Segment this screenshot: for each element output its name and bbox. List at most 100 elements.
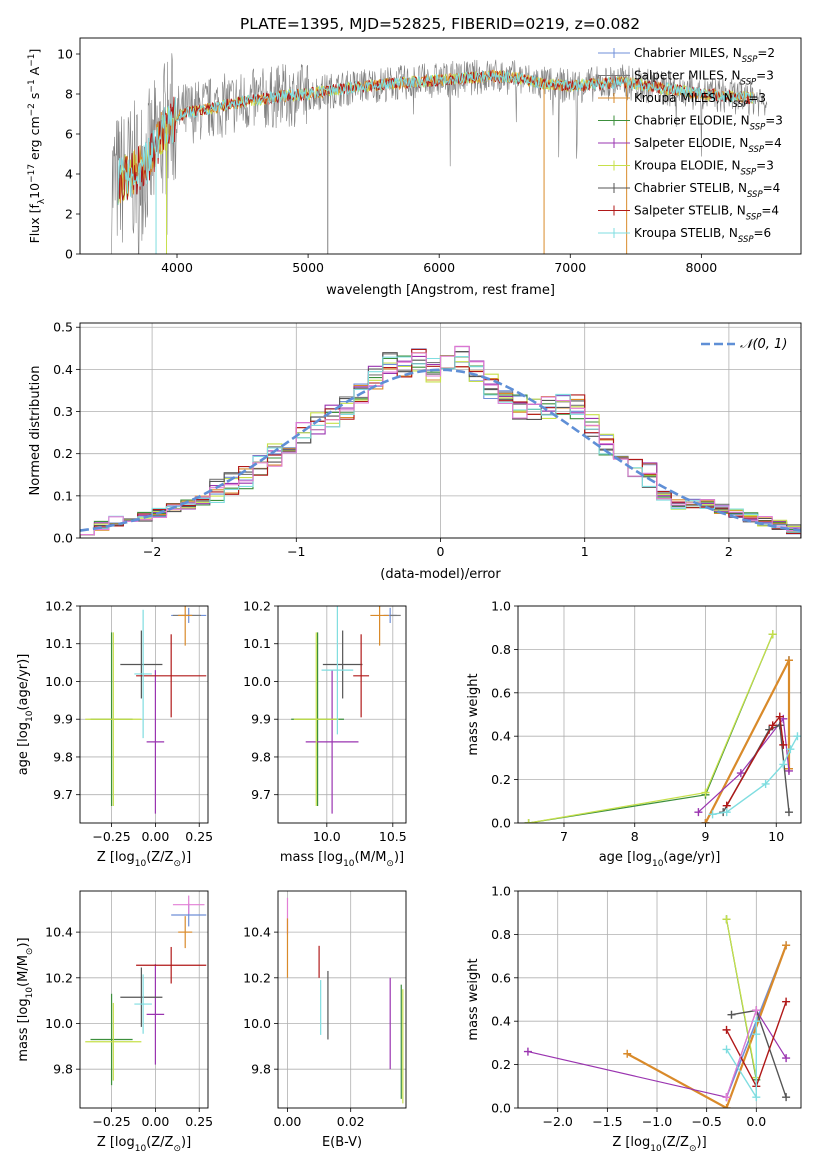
mass-vs-ebv-panel: 0.00 0.02 9.8 10.0 10.2 10.4 E(B-V)	[243, 890, 407, 1150]
figure-title: PLATE=1395, MJD=52825, FIBERID=0219, z=0…	[240, 15, 640, 33]
y-tick-label: 0.6	[491, 685, 511, 700]
legend-label: Kroupa STELIB, NSSP=6	[634, 226, 771, 245]
plus-marker	[786, 745, 795, 754]
x-tick-label: 5000	[292, 260, 324, 275]
axes-frame	[79, 890, 209, 1109]
x-axis-label: mass [log10(M/M⊙)]	[280, 850, 404, 869]
y-tick-label: 0.3	[53, 404, 73, 419]
y-tick-label: 0.0	[491, 1101, 511, 1116]
plus-marker	[784, 766, 793, 775]
weight-line	[697, 717, 790, 813]
legend-label: Kroupa MILES, NSSP=3	[634, 91, 766, 110]
plus-marker	[722, 808, 731, 817]
y-tick-label: 10.0	[45, 1016, 73, 1031]
y-tick-label: 10.2	[45, 599, 73, 614]
x-tick-label: 7	[560, 829, 568, 844]
x-tick-label: 10	[768, 829, 784, 844]
plus-marker	[784, 808, 793, 817]
x-tick-label: 6000	[423, 260, 455, 275]
weight-series	[524, 630, 777, 823]
model-spectrum	[117, 70, 754, 206]
errorbar-point	[85, 632, 142, 807]
legend-label: Chabrier STELIB, NSSP=4	[634, 181, 780, 200]
plus-marker	[722, 1093, 731, 1102]
y-axis-label: Normed distribution	[28, 366, 43, 496]
plus-marker	[722, 1045, 731, 1054]
axes-frame	[517, 890, 802, 1109]
errorbar-point	[293, 632, 339, 807]
legend: Chabrier MILES, NSSP=2 Salpeter MILES, NS…	[598, 46, 783, 245]
plus-marker	[779, 740, 788, 749]
x-tick-label: −1.0	[642, 1114, 672, 1129]
weight-series	[524, 630, 777, 823]
age-vs-mass-panel: 10.0 10.5 9.7 9.8 9.9 10.0 10.1 10.2 mass [log10…	[243, 599, 407, 870]
errorbar-point	[90, 993, 133, 1086]
x-axis-label: E(B-V)	[322, 1135, 362, 1150]
legend-label: Salpeter ELODIE, NSSP=4	[634, 136, 782, 155]
x-tick-label: −2.0	[543, 1114, 573, 1129]
weight-series	[701, 656, 793, 823]
plot-area	[80, 345, 801, 538]
residuals-panel: −2 −1 0 1 2 0.0 0.1 0.2 0.3 0.4 0.5 𝒩(0, 1) (data-mo…	[28, 320, 802, 582]
weight-line	[726, 1010, 757, 1098]
errorbar-point	[353, 634, 370, 718]
plot-area	[85, 606, 207, 814]
errorbar-point	[136, 634, 207, 718]
spectrum-panel: 4000 5000 6000 7000 8000 0 2 4 6 8 10 wavelength [A…	[27, 37, 802, 298]
errorbar-point	[146, 670, 165, 814]
x-axis-label: Z [log10(Z/Z⊙)]	[97, 850, 191, 869]
axes-frame	[79, 322, 802, 539]
weight-series	[722, 1006, 761, 1102]
weight-series	[623, 941, 791, 1108]
plus-marker	[722, 915, 731, 924]
plus-marker	[782, 1093, 791, 1102]
errorbar-point	[322, 630, 363, 699]
y-tick-label: 10.0	[243, 1016, 271, 1031]
axes-frame	[277, 890, 407, 1109]
y-tick-label: 0.0	[491, 816, 511, 831]
y-tick-label: 0.5	[53, 320, 73, 335]
y-tick-label: 0.2	[491, 1057, 511, 1072]
y-tick-label: 0.4	[491, 729, 511, 744]
errorbar-point	[178, 606, 193, 646]
weight-line	[725, 1021, 757, 1100]
plus-marker	[722, 1104, 731, 1108]
y-axis-label: mass [log10(M/M⊙)]	[16, 937, 35, 1061]
legend-label: Salpeter MILES, NSSP=3	[634, 69, 774, 88]
x-tick-label: 8000	[685, 260, 717, 275]
errorbar-point	[305, 670, 359, 814]
errorbar-point	[146, 964, 165, 1065]
legend-label: Chabrier ELODIE, NSSP=3	[634, 114, 783, 133]
weight-series	[722, 712, 788, 810]
plus-marker	[701, 819, 710, 823]
x-tick-label: −1	[287, 544, 305, 559]
plus-marker	[768, 630, 777, 639]
massweight-vs-age-panel: 7 8 9 10 0.0 0.2 0.4 0.6 0.8 1.0 age [log10(age/yr…	[466, 599, 802, 869]
y-tick-label: 0.8	[491, 927, 511, 942]
errorbar-point	[134, 609, 152, 739]
x-tick-label: 10.0	[313, 829, 341, 844]
y-tick-label: 4	[65, 167, 73, 182]
errorbar-point	[321, 606, 354, 735]
legend-label: Kroupa ELODIE, NSSP=3	[634, 159, 774, 178]
plus-marker	[782, 1054, 791, 1063]
y-tick-label: 10.4	[45, 925, 73, 940]
y-tick-label: 1.0	[491, 884, 511, 899]
weight-line	[626, 944, 788, 1108]
y-tick-label: 9.8	[251, 749, 271, 764]
x-tick-label: 0	[437, 544, 445, 559]
x-tick-label: 0.0	[746, 1114, 766, 1129]
axes-frame	[277, 605, 407, 824]
errorbar-point	[172, 895, 205, 914]
plus-marker	[752, 1017, 761, 1026]
x-tick-label: 7000	[554, 260, 586, 275]
x-tick-label: 0.25	[185, 1114, 213, 1129]
y-tick-label: 10.2	[45, 970, 73, 985]
y-tick-label: 0.8	[491, 642, 511, 657]
y-tick-label: 0.0	[53, 531, 73, 546]
y-tick-label: 6	[65, 127, 73, 142]
x-tick-label: −2	[143, 544, 161, 559]
plus-marker	[752, 1006, 761, 1015]
y-tick-label: 9.7	[53, 787, 73, 802]
y-axis-label: Flux [fλ10−17 erg cm−2 s−1 A−1]	[27, 49, 47, 244]
